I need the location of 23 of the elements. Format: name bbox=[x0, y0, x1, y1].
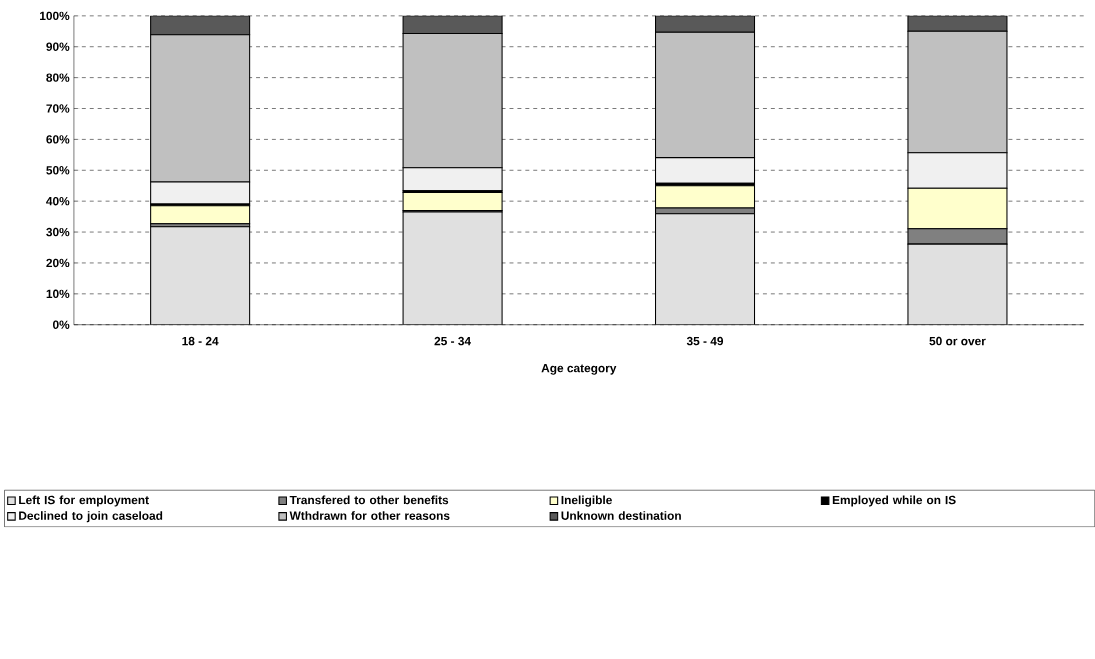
legend-label: Employed while on IS bbox=[832, 495, 956, 507]
y-tick-label: 40% bbox=[46, 197, 70, 206]
y-tick-label: 90% bbox=[46, 42, 70, 52]
x-axis-title: Age category bbox=[541, 364, 617, 375]
x-tick-label: 35 - 49 bbox=[686, 337, 724, 346]
y-tick-label: 0% bbox=[53, 320, 70, 330]
x-tick-label: 50 or over bbox=[929, 337, 986, 346]
y-tick-label: 20% bbox=[46, 258, 70, 268]
y-tick-label: 100% bbox=[40, 11, 70, 21]
y-tick-label: 10% bbox=[46, 289, 70, 299]
y-tick-label: 30% bbox=[46, 228, 70, 237]
legend-label: Transfered to other benefits bbox=[289, 495, 449, 505]
legend-label: Ineligible bbox=[561, 495, 612, 507]
x-tick-label: 18 - 24 bbox=[182, 337, 219, 346]
legend-label: Declined to join caseload bbox=[19, 511, 163, 523]
y-tick-label: 60% bbox=[46, 135, 70, 144]
legend-label: Unknown destination bbox=[561, 511, 681, 521]
legend-label: Wthdrawn for other reasons bbox=[289, 511, 450, 521]
x-tick-label: 25 - 34 bbox=[434, 337, 471, 346]
y-tick-label: 50% bbox=[46, 166, 70, 175]
y-tick-label: 70% bbox=[46, 104, 70, 113]
legend-label: Left IS for employment bbox=[19, 495, 149, 507]
y-tick-label: 80% bbox=[46, 73, 70, 83]
